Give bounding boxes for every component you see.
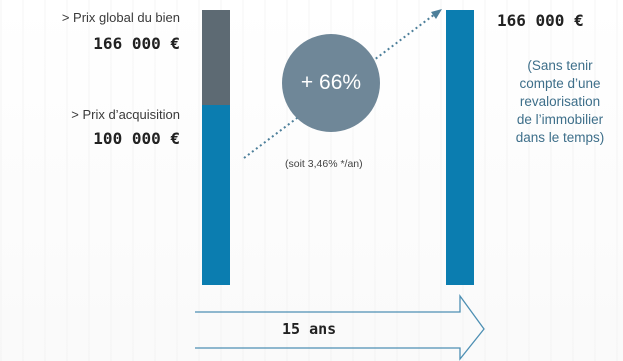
duration-arrow-outline	[195, 294, 485, 361]
acquisition-price-value: 100 000 €	[93, 129, 180, 148]
revaluation-note: (Sans tenir compte d’une revalorisation …	[495, 57, 623, 147]
acquisition-price-label: > Prix d’acquisition	[71, 107, 180, 122]
growth-percentage: + 66%	[300, 71, 362, 94]
final-value: 166 000 €	[497, 11, 584, 30]
note-line: (Sans tenir	[527, 58, 593, 73]
growth-arrowhead	[431, 9, 442, 19]
duration-label: 15 ans	[282, 320, 337, 338]
global-price-value: 166 000 €	[93, 34, 180, 53]
global-price-label: > Prix global du bien	[61, 10, 180, 25]
annual-rate-note: (soit 3,46% */an)	[285, 158, 363, 170]
left-bar-gain-segment	[202, 10, 230, 105]
note-line: de l’immobilier	[516, 112, 604, 127]
growth-percentage-circle: + 66%	[282, 34, 380, 132]
note-line: dans le temps)	[515, 130, 605, 145]
right-bar	[446, 10, 474, 285]
note-line: compte d’une	[519, 76, 601, 91]
note-line: revalorisation	[519, 94, 601, 109]
left-bar-acquisition-segment	[202, 105, 230, 285]
